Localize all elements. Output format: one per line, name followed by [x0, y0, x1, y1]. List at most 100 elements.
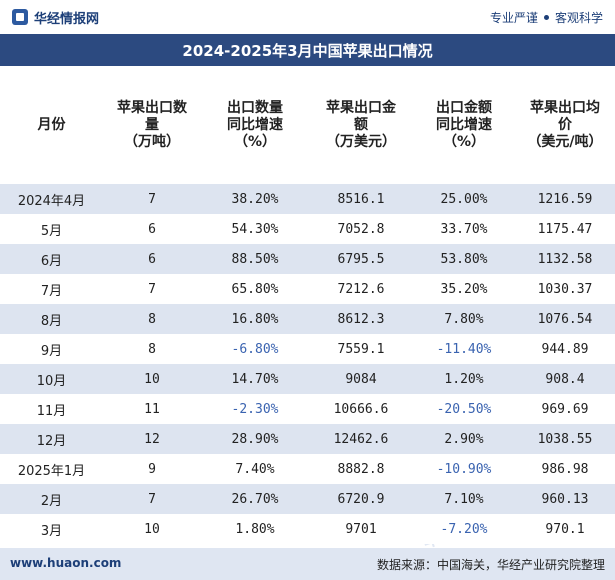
quantity-cell: 8 [103, 334, 201, 364]
column-header-line: （万吨） [124, 133, 180, 150]
amount-cell: 6720.9 [309, 484, 413, 514]
amount-yoy-cell: -10.90% [413, 454, 515, 484]
amount-cell: 7212.6 [309, 274, 413, 304]
quantity-yoy-cell: 26.70% [201, 484, 309, 514]
amount-cell: 8882.8 [309, 454, 413, 484]
bullet-dot-icon [543, 15, 549, 20]
column-header: 苹果出口数量（万吨） [103, 66, 201, 184]
price-cell: 1030.37 [515, 274, 615, 304]
column-header-line: 苹果出口金 [326, 99, 396, 116]
footer-url-link[interactable]: www.huaon.com [10, 556, 122, 570]
column-header-line: 额 [354, 116, 368, 133]
amount-yoy-cell: 2.90% [413, 424, 515, 454]
table-row: 6月 6 88.50% 6795.5 53.80% 1132.58 [0, 244, 615, 274]
table-title: 2024-2025年3月中国苹果出口情况 [0, 34, 615, 66]
amount-yoy-cell: -11.40% [413, 334, 515, 364]
quantity-yoy-cell: 7.40% [201, 454, 309, 484]
brand-logo-icon [12, 9, 28, 25]
table-row: 2月 7 26.70% 6720.9 7.10% 960.13 [0, 484, 615, 514]
column-header-line: 同比增速 [227, 116, 283, 133]
amount-cell: 9701 [309, 514, 413, 544]
quantity-cell: 7 [103, 484, 201, 514]
quantity-yoy-cell: -6.80% [201, 334, 309, 364]
price-cell: 970.1 [515, 514, 615, 544]
column-header: 苹果出口金额（万美元） [309, 66, 413, 184]
month-cell: 2025年1月 [0, 454, 103, 484]
column-header-line: 量 [145, 116, 159, 133]
table-row: 9月 8 -6.80% 7559.1 -11.40% 944.89 [0, 334, 615, 364]
quantity-cell: 7 [103, 274, 201, 304]
slogan-tag-1: 专业严谨 [489, 11, 538, 25]
quantity-cell: 12 [103, 424, 201, 454]
header-row: 月份 苹果出口数量（万吨） 出口数量 同比增速 （%） 苹果出口金额（万美元） 出口金额 同比… [0, 66, 615, 184]
price-cell: 944.89 [515, 334, 615, 364]
price-cell: 1175.47 [515, 214, 615, 244]
quantity-cell: 9 [103, 454, 201, 484]
quantity-yoy-cell: 38.20% [201, 184, 309, 214]
amount-cell: 8612.3 [309, 304, 413, 334]
table-row: 8月 8 16.80% 8612.3 7.80% 1076.54 [0, 304, 615, 334]
column-header-line: 月份 [37, 116, 66, 133]
brand-name: 华经情报网 [34, 11, 100, 27]
price-cell: 908.4 [515, 364, 615, 394]
amount-cell: 12462.6 [309, 424, 413, 454]
amount-cell: 7559.1 [309, 334, 413, 364]
table-row: 2024年4月 7 38.20% 8516.1 25.00% 1216.59 [0, 184, 615, 214]
quantity-yoy-cell: 65.80% [201, 274, 309, 304]
amount-yoy-cell: 53.80% [413, 244, 515, 274]
brand[interactable]: 华经情报网 [12, 8, 100, 27]
amount-yoy-cell: 7.10% [413, 484, 515, 514]
data-table: 月份 苹果出口数量（万吨） 出口数量 同比增速 （%） 苹果出口金额（万美元） 出口金额 同比… [0, 66, 615, 544]
column-header: 出口金额 同比增速 （%） [413, 66, 515, 184]
table-row: 3月 10 1.80% 9701 -7.20% 970.1 [0, 514, 615, 544]
quantity-yoy-cell: 14.70% [201, 364, 309, 394]
column-header-line: 苹果出口数 [117, 99, 187, 116]
quantity-cell: 10 [103, 514, 201, 544]
month-cell: 7月 [0, 274, 103, 304]
top-bar: 华经情报网 专业严谨 客观科学 [0, 0, 615, 34]
table-row: 12月 12 28.90% 12462.6 2.90% 1038.55 [0, 424, 615, 454]
quantity-cell: 6 [103, 214, 201, 244]
column-header-line: 苹果出口均 [530, 99, 600, 116]
month-cell: 11月 [0, 394, 103, 424]
quantity-cell: 6 [103, 244, 201, 274]
column-header: 出口数量 同比增速 （%） [201, 66, 309, 184]
amount-yoy-cell: -7.20% [413, 514, 515, 544]
month-cell: 2月 [0, 484, 103, 514]
month-cell: 10月 [0, 364, 103, 394]
amount-yoy-cell: 25.00% [413, 184, 515, 214]
month-cell: 9月 [0, 334, 103, 364]
month-cell: 8月 [0, 304, 103, 334]
amount-yoy-cell: 35.20% [413, 274, 515, 304]
month-cell: 6月 [0, 244, 103, 274]
price-cell: 960.13 [515, 484, 615, 514]
quantity-yoy-cell: -2.30% [201, 394, 309, 424]
price-cell: 969.69 [515, 394, 615, 424]
month-cell: 5月 [0, 214, 103, 244]
month-cell: 3月 [0, 514, 103, 544]
column-header: 苹果出口均价（美元/吨） [515, 66, 615, 184]
amount-cell: 6795.5 [309, 244, 413, 274]
footer: www.huaon.com 数据来源：中国海关，华经产业研究院整理 [0, 548, 615, 580]
column-header-line: （万美元） [326, 133, 396, 150]
amount-cell: 7052.8 [309, 214, 413, 244]
quantity-cell: 7 [103, 184, 201, 214]
price-cell: 1076.54 [515, 304, 615, 334]
amount-cell: 10666.6 [309, 394, 413, 424]
data-source-note: 数据来源：中国海关，华经产业研究院整理 [376, 558, 605, 572]
quantity-yoy-cell: 1.80% [201, 514, 309, 544]
quantity-yoy-cell: 28.90% [201, 424, 309, 454]
price-cell: 1038.55 [515, 424, 615, 454]
price-cell: 1132.58 [515, 244, 615, 274]
quantity-cell: 8 [103, 304, 201, 334]
column-header-line: （%） [233, 133, 277, 150]
column-header-line: 价 [558, 116, 572, 133]
quantity-cell: 11 [103, 394, 201, 424]
quantity-yoy-cell: 54.30% [201, 214, 309, 244]
slogan-tags: 专业严谨 客观科学 [490, 9, 603, 26]
column-header-line: （美元/吨） [527, 133, 603, 150]
quantity-yoy-cell: 16.80% [201, 304, 309, 334]
slogan-tag-2: 客观科学 [554, 11, 603, 25]
amount-cell: 9084 [309, 364, 413, 394]
column-header-line: 出口数量 [227, 99, 283, 116]
